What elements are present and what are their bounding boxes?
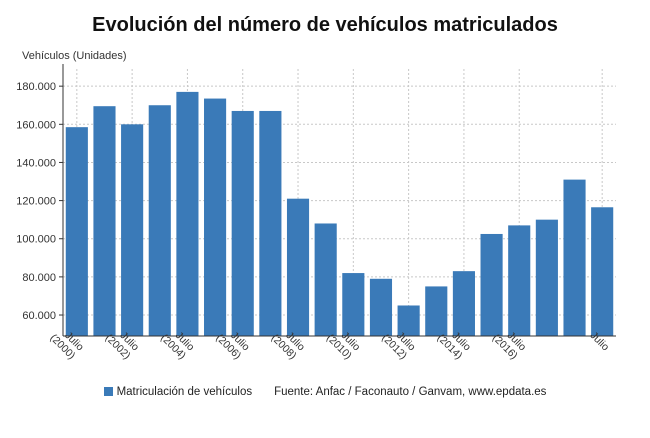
y-axis-title: Vehículos (Unidades) bbox=[22, 50, 127, 62]
legend-label: Matriculación de vehículos bbox=[116, 386, 253, 398]
y-tick-label: 80.000 bbox=[22, 272, 56, 284]
bar-2010 bbox=[342, 273, 365, 336]
source-note: Fuente: Anfac / Faconauto / Ganvam, www.… bbox=[274, 386, 547, 398]
y-tick-label: 100.000 bbox=[16, 234, 56, 246]
bar-2008 bbox=[286, 198, 310, 336]
bar-2003 bbox=[148, 105, 171, 336]
bar-2012 bbox=[397, 305, 420, 336]
bar-2011 bbox=[369, 278, 393, 336]
chart-title: Evolución del número de vehículos matric… bbox=[92, 14, 558, 36]
y-tick-label: 140.000 bbox=[16, 157, 56, 169]
legend-swatch bbox=[103, 387, 113, 396]
bar-2006 bbox=[231, 110, 254, 336]
bar-2007 bbox=[259, 110, 282, 336]
bar-2013 bbox=[425, 286, 448, 336]
bar-2016 bbox=[508, 225, 531, 336]
bar-2019 bbox=[591, 207, 614, 336]
bar-2002 bbox=[121, 124, 144, 336]
bar-2005 bbox=[204, 98, 227, 336]
bar-2001 bbox=[93, 106, 116, 336]
bar-2014 bbox=[452, 271, 475, 336]
bar-2018 bbox=[563, 179, 586, 336]
bar-2000 bbox=[65, 127, 88, 337]
y-tick-label: 180.000 bbox=[16, 81, 56, 93]
y-tick-label: 120.000 bbox=[16, 196, 56, 208]
y-tick-label: 160.000 bbox=[16, 119, 56, 131]
bar-2004 bbox=[176, 91, 199, 336]
bar-2017 bbox=[535, 219, 558, 336]
bar-2015 bbox=[480, 233, 503, 336]
bar-2009 bbox=[314, 223, 337, 336]
y-tick-label: 60.000 bbox=[22, 310, 56, 322]
legend: Matriculación de vehículos Fuente: Anfac … bbox=[0, 386, 650, 398]
